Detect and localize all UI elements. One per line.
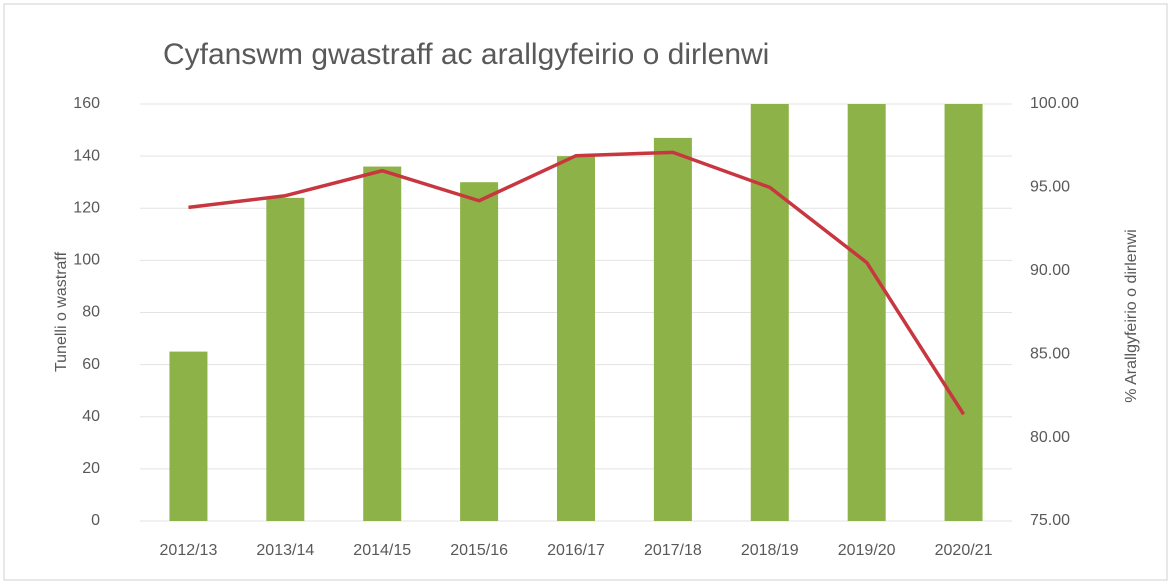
y2-tick-label: 85.00 [1030,345,1070,362]
line [188,150,966,416]
x-tick-label: 2018/19 [741,542,799,559]
x-tick-label: 2017/18 [644,542,702,559]
bar [944,104,983,521]
y-tick-label: 100 [73,252,100,269]
y-tick-label: 140 [73,147,100,164]
bar [847,104,886,521]
y2-tick-label: 95.00 [1030,179,1070,196]
bar [169,351,208,521]
bar [460,182,499,521]
bar [653,137,692,521]
chart-title: Cyfanswm gwastraff ac arallgyfeirio o di… [163,38,769,71]
y-tick-label: 120 [73,199,100,216]
x-tick-label: 2019/20 [838,542,896,559]
y-tick-label: 160 [73,95,100,112]
y-tick-label: 60 [82,356,100,373]
y2-axis-title: % Arallgyfeirio o dirlenwi [1123,229,1140,402]
y2-tick-label: 80.00 [1030,429,1070,446]
y-tick-label: 80 [82,304,100,321]
y-axis-title: Tunelli o wastraff [53,251,70,372]
y-tick-label: 20 [82,460,100,477]
bar [266,197,305,521]
bar [557,156,595,521]
y-tick-label: 40 [82,408,100,425]
x-tick-label: 2014/15 [353,542,411,559]
bar [363,166,402,522]
y2-tick-label: 75.00 [1030,512,1070,529]
y2-tick-label: 100.00 [1030,95,1079,112]
x-tick-label: 2012/13 [160,542,218,559]
x-tick-label: 2020/21 [935,542,993,559]
x-tick-label: 2015/16 [450,542,508,559]
x-tick-label: 2013/14 [256,542,314,559]
y2-tick-label: 90.00 [1030,262,1070,279]
x-tick-label: 2016/17 [547,542,605,559]
bar [750,104,789,521]
y-tick-label: 0 [91,512,100,529]
